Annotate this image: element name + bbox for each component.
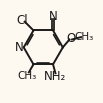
Text: NH₂: NH₂: [44, 70, 67, 83]
Text: O: O: [66, 32, 76, 45]
Text: Cl: Cl: [16, 14, 28, 27]
Text: CH₃: CH₃: [74, 32, 94, 42]
Text: N: N: [15, 41, 23, 54]
Text: CH₃: CH₃: [18, 71, 37, 81]
Text: N: N: [49, 9, 57, 23]
